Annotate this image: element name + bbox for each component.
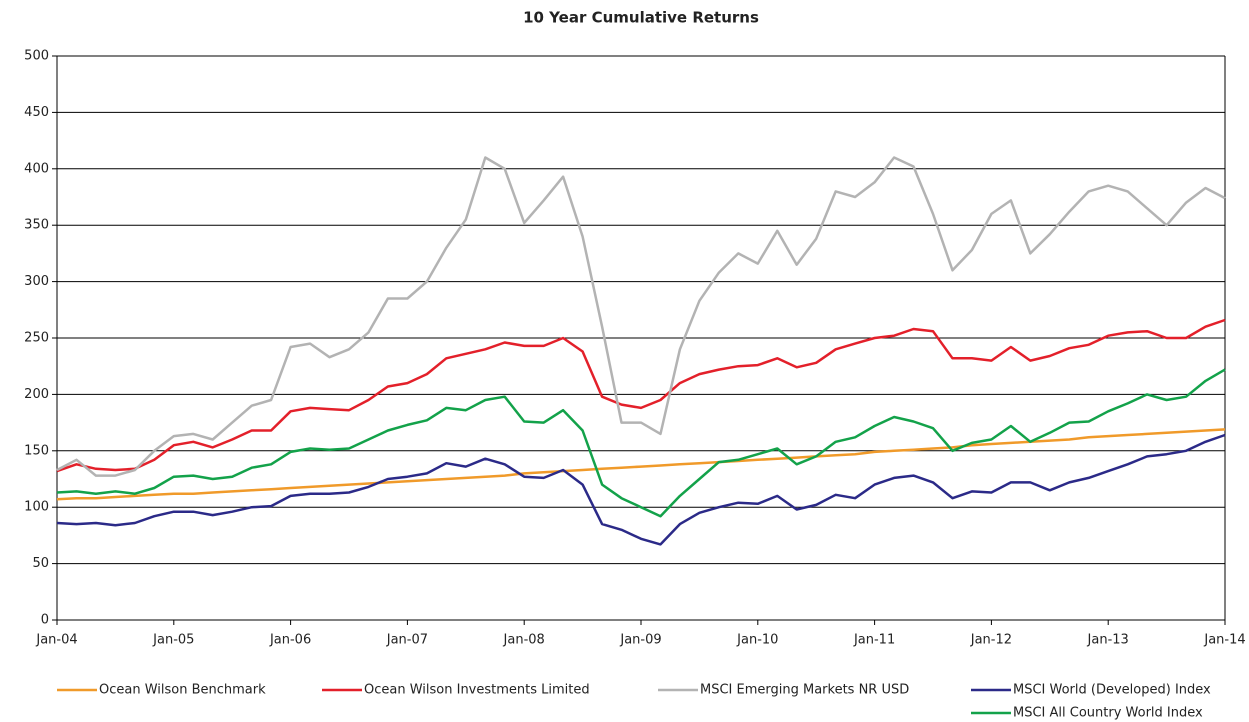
x-tick-label: Jan-12 [970,633,1012,648]
y-tick-label: 150 [24,443,49,458]
x-tick-label: Jan-04 [35,633,77,648]
y-tick-label: 50 [32,556,49,571]
x-tick-label: Jan-09 [619,633,661,648]
legend-label: Ocean Wilson Investments Limited [364,683,590,698]
y-tick-label: 300 [24,274,49,289]
y-tick-label: 350 [24,218,49,233]
x-tick-label: Jan-11 [853,633,895,648]
x-tick-label: Jan-06 [269,633,311,648]
x-tick-label: Jan-08 [503,633,545,648]
legend-label: MSCI World (Developed) Index [1013,683,1211,698]
y-tick-label: 200 [24,387,49,402]
chart-title: 10 Year Cumulative Returns [523,9,759,27]
x-tick-label: Jan-13 [1087,633,1129,648]
y-tick-label: 400 [24,161,49,176]
series-line [56,156,1226,477]
series-line [56,433,1226,546]
x-tick-label: Jan-10 [736,633,778,648]
series-line [56,318,1226,473]
x-tick-label: Jan-07 [386,633,428,648]
legend-label: Ocean Wilson Benchmark [99,683,266,698]
series-line [56,368,1226,518]
legend-label: MSCI All Country World Index [1013,706,1203,721]
x-tick-label: Jan-14 [1203,633,1245,648]
y-tick-label: 0 [41,613,49,628]
x-tick-label: Jan-05 [152,633,194,648]
y-tick-label: 100 [24,500,49,515]
y-tick-label: 250 [24,331,49,346]
y-tick-label: 500 [24,49,49,64]
legend-label: MSCI Emerging Markets NR USD [700,683,909,698]
y-tick-label: 450 [24,105,49,120]
